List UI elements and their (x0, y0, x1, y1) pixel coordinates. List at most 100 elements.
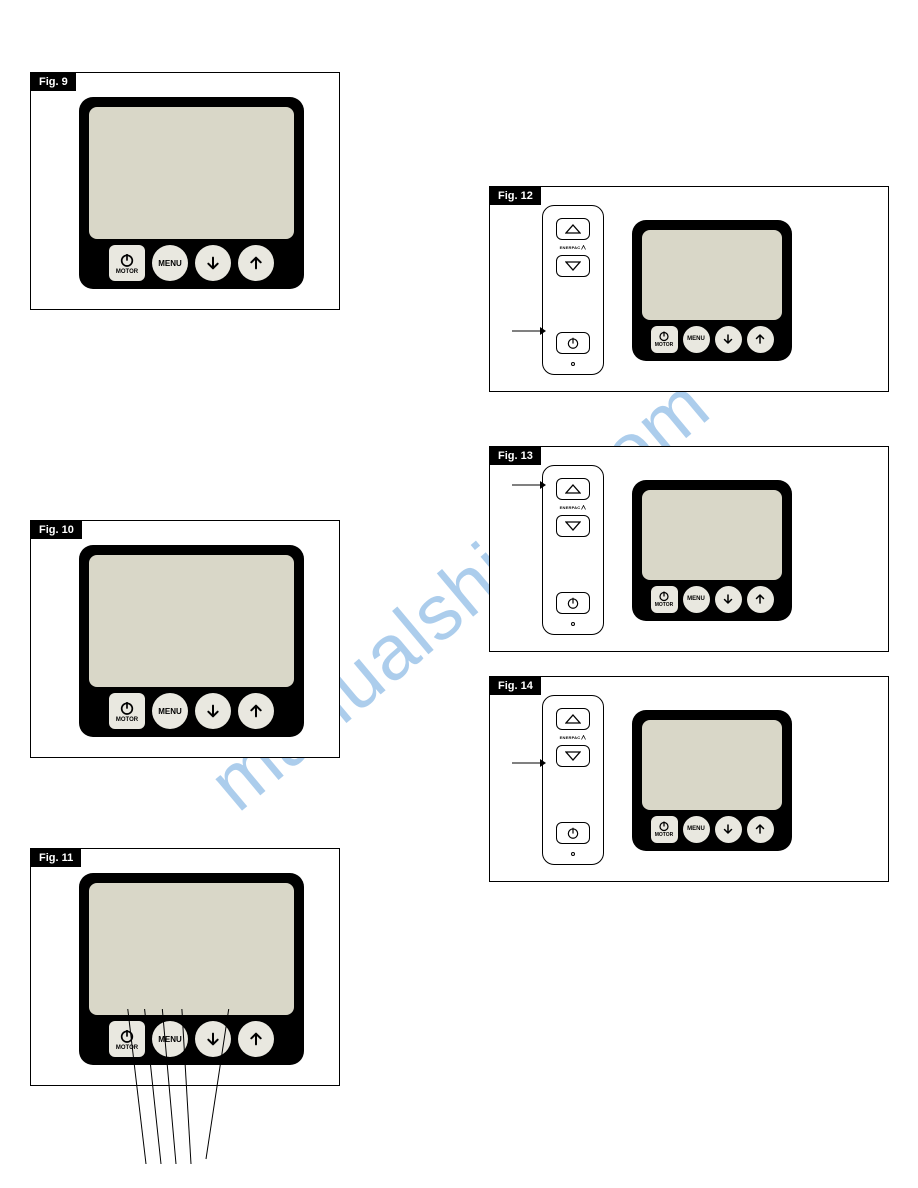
figure-13-label: Fig. 13 (490, 447, 541, 465)
figure-9-label: Fig. 9 (31, 73, 76, 91)
motor-label: MOTOR (655, 343, 674, 348)
lcd-device-large: MOTOR MENU (79, 97, 309, 289)
up-button[interactable] (238, 1021, 274, 1057)
pendant-power-button[interactable] (556, 332, 590, 354)
figure-10-label: Fig. 10 (31, 521, 82, 539)
pointer-arrow (512, 757, 546, 769)
pendant-brand: ENERPAC (560, 505, 587, 510)
figure-12-label: Fig. 12 (490, 187, 541, 205)
page-columns: Fig. 9 MOTOR MENU Fig. 10 (0, 0, 918, 1096)
power-icon (658, 330, 670, 342)
down-button[interactable] (715, 816, 742, 843)
device-body: MOTOR MENU (632, 220, 792, 361)
pendant-down-button[interactable] (556, 515, 590, 537)
menu-button[interactable]: MENU (152, 1021, 188, 1057)
pendant-down-button[interactable] (556, 745, 590, 767)
brand-text: ENERPAC (560, 505, 581, 510)
button-row: MOTOR MENU (642, 580, 782, 613)
triangle-down-icon (565, 751, 581, 761)
lcd-device-small: MOTOR MENU (632, 710, 792, 851)
down-button[interactable] (195, 245, 231, 281)
power-icon (119, 1028, 135, 1044)
power-icon (119, 252, 135, 268)
motor-button[interactable]: MOTOR (651, 326, 678, 353)
down-button[interactable] (715, 586, 742, 613)
lcd-screen (642, 490, 782, 580)
button-row: MOTOR MENU (642, 320, 782, 353)
motor-label: MOTOR (116, 269, 138, 275)
pendant-up-button[interactable] (556, 478, 590, 500)
device-body: MOTOR MENU (79, 97, 304, 289)
device-body: MOTOR MENU (79, 545, 304, 737)
pendant-led (571, 852, 575, 856)
arrow-up-icon (248, 255, 264, 271)
motor-button[interactable]: MOTOR (651, 586, 678, 613)
up-button[interactable] (747, 816, 774, 843)
lcd-screen (89, 107, 294, 239)
power-icon (119, 700, 135, 716)
arrow-down-icon (722, 593, 734, 605)
motor-label: MOTOR (655, 603, 674, 608)
menu-button[interactable]: MENU (152, 245, 188, 281)
arrow-up-icon (248, 1031, 264, 1047)
menu-button[interactable]: MENU (683, 816, 710, 843)
pendant: ENERPAC (542, 465, 604, 635)
power-icon (566, 826, 580, 840)
arrow-up-icon (754, 333, 766, 345)
brand-text: ENERPAC (560, 735, 581, 740)
pendant-brand: ENERPAC (560, 735, 587, 740)
pendant-body: ENERPAC (542, 465, 604, 635)
menu-button[interactable]: MENU (683, 586, 710, 613)
figure-14-label: Fig. 14 (490, 677, 541, 695)
arrow-up-icon (754, 823, 766, 835)
motor-button[interactable]: MOTOR (109, 245, 145, 281)
brand-icon (581, 505, 586, 510)
button-row: MOTOR MENU (89, 239, 294, 281)
button-row: MOTOR MENU (89, 1015, 294, 1057)
figure-14-box: Fig. 14 ENERPAC MOTOR MENU (489, 676, 889, 882)
pendant-led (571, 362, 575, 366)
arrow-down-icon (722, 823, 734, 835)
motor-button[interactable]: MOTOR (109, 693, 145, 729)
up-button[interactable] (238, 245, 274, 281)
button-row: MOTOR MENU (642, 810, 782, 843)
motor-button[interactable]: MOTOR (109, 1021, 145, 1057)
arrow-down-icon (205, 255, 221, 271)
figure-13-box: Fig. 13 ENERPAC MOTOR MENU (489, 446, 889, 652)
device-body: MOTOR MENU (632, 710, 792, 851)
lcd-device-small: MOTOR MENU (632, 220, 792, 361)
pendant-up-button[interactable] (556, 218, 590, 240)
pendant: ENERPAC (542, 695, 604, 865)
arrow-down-icon (722, 333, 734, 345)
figure-10-box: Fig. 10 MOTOR MENU (30, 520, 340, 758)
arrow-down-icon (205, 1031, 221, 1047)
down-button[interactable] (195, 1021, 231, 1057)
figure-11-label: Fig. 11 (31, 849, 81, 867)
up-button[interactable] (238, 693, 274, 729)
menu-button[interactable]: MENU (683, 326, 710, 353)
figure-9-box: Fig. 9 MOTOR MENU (30, 72, 340, 310)
lcd-screen (89, 883, 294, 1015)
pendant-up-button[interactable] (556, 708, 590, 730)
up-button[interactable] (747, 586, 774, 613)
motor-label: MOTOR (116, 1045, 138, 1051)
menu-label: MENU (158, 707, 182, 716)
arrow-up-icon (248, 703, 264, 719)
device-body: MOTOR MENU (79, 873, 304, 1065)
triangle-down-icon (565, 521, 581, 531)
motor-button[interactable]: MOTOR (651, 816, 678, 843)
pendant-power-button[interactable] (556, 592, 590, 614)
power-icon (566, 336, 580, 350)
power-icon (566, 596, 580, 610)
lcd-device-small: MOTOR MENU (632, 480, 792, 621)
down-button[interactable] (715, 326, 742, 353)
pendant-down-button[interactable] (556, 255, 590, 277)
menu-label: MENU (687, 826, 705, 832)
lcd-device-large: MOTOR MENU (79, 873, 309, 1065)
menu-button[interactable]: MENU (152, 693, 188, 729)
pendant-power-button[interactable] (556, 822, 590, 844)
up-button[interactable] (747, 326, 774, 353)
pointer-arrow (512, 325, 546, 337)
lcd-screen (89, 555, 294, 687)
down-button[interactable] (195, 693, 231, 729)
